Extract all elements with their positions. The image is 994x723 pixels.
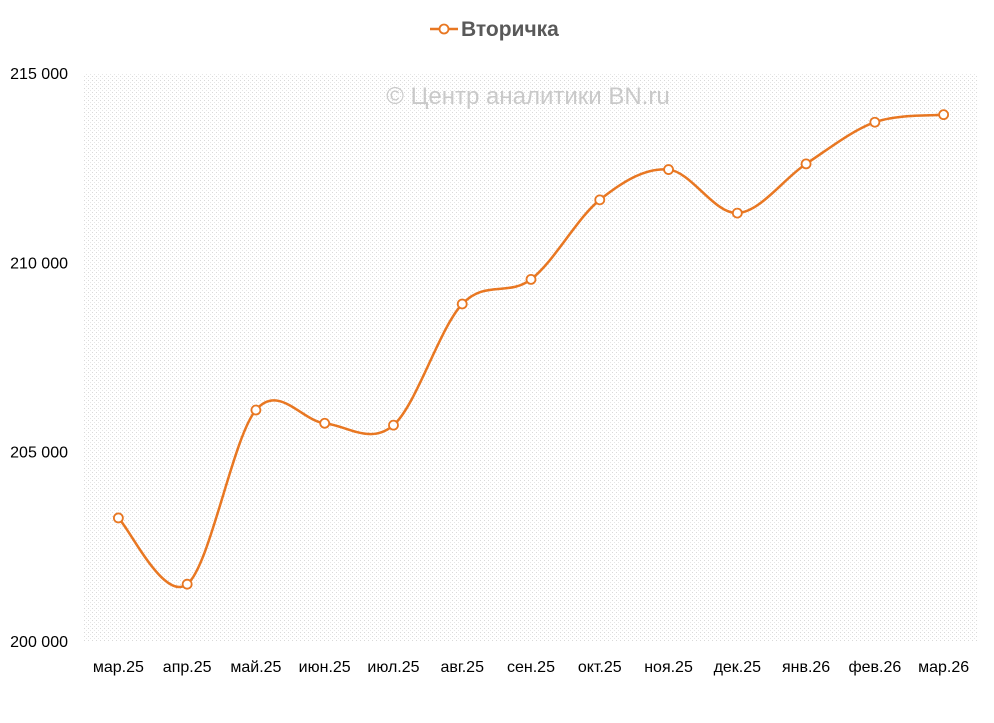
data-point: [181, 578, 193, 590]
x-tick-label: мар.25: [93, 659, 144, 676]
x-tick-label: мар.26: [918, 659, 969, 676]
y-tick-label: 205 000: [10, 445, 68, 462]
data-point: [663, 164, 674, 175]
x-tick-label: июн.25: [299, 659, 351, 676]
x-tick-label: апр.25: [163, 659, 212, 676]
data-point: [800, 158, 812, 170]
x-tick-label: янв.26: [782, 659, 830, 676]
y-tick-label: 215 000: [10, 66, 68, 83]
data-point: [388, 419, 399, 431]
data-point: [319, 417, 331, 429]
legend-label: Вторичка: [461, 18, 559, 41]
x-tick-label: май.25: [230, 659, 281, 676]
legend: Вторичка: [430, 18, 559, 41]
x-tick-label: сен.25: [507, 659, 555, 676]
x-tick-label: ноя.25: [644, 659, 693, 676]
data-point: [594, 194, 606, 206]
x-axis: мар.25 апр.25 май.25 июн.25 июл.25 авг.25 сен.…: [93, 659, 969, 676]
legend-point-marker: [438, 23, 450, 35]
data-point: [456, 298, 468, 310]
x-tick-label: окт.25: [578, 659, 622, 676]
x-tick-label: фев.26: [848, 659, 901, 676]
x-tick-label: авг.25: [440, 659, 484, 676]
watermark-text: © Центр аналитики BN.ru: [386, 83, 669, 110]
y-axis: 200 000 205 000 210 000 215 000: [10, 66, 68, 651]
data-points: [112, 109, 950, 590]
x-tick-label: июл.25: [367, 659, 419, 676]
y-tick-label: 210 000: [10, 255, 68, 272]
series-line-vtorichka: [117, 113, 944, 589]
x-tick-label: дек.25: [714, 659, 762, 676]
data-point: [112, 512, 124, 524]
data-point: [525, 273, 537, 285]
plot-area: [84, 73, 978, 641]
data-point: [731, 207, 743, 219]
data-point: [938, 109, 950, 121]
y-tick-label: 200 000: [10, 634, 68, 651]
data-point: [869, 116, 881, 128]
data-point: [250, 404, 262, 416]
